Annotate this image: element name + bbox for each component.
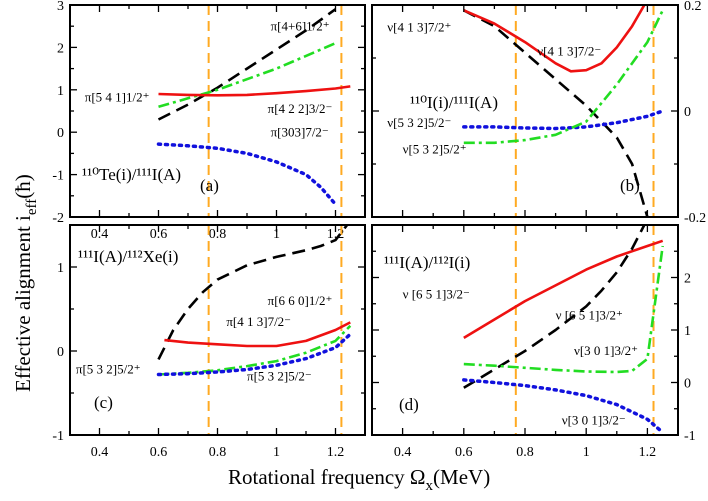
series-line: π[4+6]1/2⁺ [157, 8, 337, 121]
series-annotation: π[4 1 3]7/2⁻ [226, 314, 291, 329]
series-annotation: π[5 4 1]1/2⁺ [85, 90, 150, 105]
series-line: π[4 1 3]7/2⁻ [164, 321, 351, 348]
series-annotation: π[4+6]1/2⁺ [271, 18, 330, 33]
x-tick-label: 1.2 [327, 227, 345, 242]
y-tick-label: 0 [57, 345, 64, 360]
y-tick-label: 2 [57, 41, 64, 56]
x-tick-label: 1 [273, 445, 280, 460]
y-tick-label: -1 [52, 169, 64, 184]
x-tick-label: 0.6 [455, 445, 473, 460]
series-annotation: ν [6 5 1]3/2⁻ [403, 287, 470, 302]
series-line: π[6 6 0]1/2⁺ [157, 225, 349, 360]
series-group: π[6 6 0]1/2⁺ π[4 1 3]7/2⁻π[5 3 2]5/2⁺π[5 … [156, 225, 353, 377]
series-annotation: ν[4 1 3]7/2⁻ [537, 43, 601, 58]
y-tick-label: -1 [684, 429, 696, 444]
panel-b: ν[4 1 3]7/2⁺ν[4 1 3]7/2⁻ν[5 3 2]5/2⁻ν[5 … [371, 0, 706, 226]
x-tick-label: 0.8 [209, 445, 227, 460]
series-annotation: π[5 3 2]5/2⁺ [76, 362, 141, 377]
series-line: π[5 4 1]1/2⁺ [158, 42, 337, 109]
series-annotation: π[5 3 2]5/2⁻ [247, 368, 312, 383]
x-tick-label: 0.4 [91, 445, 109, 460]
y-tick-label: 0 [684, 105, 691, 120]
series-line: π[5 3 2]5/2⁺ [158, 324, 352, 376]
x-tick-label: 1.2 [327, 445, 345, 460]
y-tick-label: -0.2 [684, 211, 706, 226]
x-tick-label: 0.4 [394, 445, 412, 460]
x-tick-label: 0.4 [91, 227, 109, 242]
y-tick-label: 1 [57, 84, 64, 99]
x-tick-label: 1.2 [639, 445, 657, 460]
svg-text:Rotational frequency Ωx(MeV): Rotational frequency Ωx(MeV) [228, 465, 490, 494]
nucleus-label: ¹¹¹I(A)/¹¹²I(i) [384, 253, 470, 272]
series-annotation: ν[4 1 3]7/2⁺ [387, 20, 451, 35]
x-tick-label: 0.6 [150, 227, 168, 242]
series-annotation: π[303]7/2⁻ [271, 124, 329, 139]
panel-a: π[4+6]1/2⁺π[5 4 1]1/2⁺π[4 2 2]3/2⁻π[303]… [52, 0, 366, 242]
series-line: ν[5 3 2]5/2⁻ [462, 109, 665, 131]
series-group: π[4+6]1/2⁺ π[5 4 1]1/2⁺π[4 2 2]3/2⁻ π[303]… [156, 8, 351, 207]
panel-label: (d) [399, 395, 419, 414]
y-tick-label: 3 [57, 0, 64, 14]
series-line: π[303]7/2⁻ [156, 142, 338, 207]
x-tick-label: 1 [583, 445, 590, 460]
series-line: ν[4 1 3]7/2⁺ [463, 9, 649, 217]
series-annotation: ν [6 5 1]3/2⁺ [556, 308, 623, 323]
x-tick-label: 0.8 [209, 227, 227, 242]
x-tick-label: 0.8 [516, 445, 534, 460]
panel-d: ν[6 5 1]3/2⁻ν[6 5 1]3/2⁺ν[3 0 1]3/2⁺ ν[3 … [371, 224, 696, 460]
series-line: π[4 2 2]3/2⁻ [158, 85, 351, 97]
panel-label: (b) [620, 176, 640, 195]
nucleus-label: ¹¹⁰Te(i)/¹¹¹I(A) [82, 165, 181, 184]
nucleus-label: ¹¹⁰I(i)/¹¹¹I(A) [410, 93, 498, 112]
y-tick-label: 1 [57, 261, 64, 276]
series-line: ν[6 5 1]3/2⁻ [463, 239, 664, 340]
series-line: π[5 3 2]5/2⁻ [156, 332, 353, 377]
series-line: ν[6 5 1]3/2⁺ [463, 225, 646, 389]
y-tick-label: 2 [684, 272, 691, 287]
x-axis-title: Rotational frequency Ωx(MeV) [228, 465, 490, 494]
panel-label: (a) [200, 176, 219, 195]
y-tick-label: 0 [684, 377, 691, 392]
y-tick-label: -1 [52, 429, 64, 444]
series-annotation: π[4 2 2]3/2⁻ [268, 101, 333, 116]
nucleus-label: ¹¹¹I(A)/¹¹²Xe(i) [78, 247, 178, 266]
x-tick-label: 0.6 [150, 445, 168, 460]
y-tick-label: -2 [52, 211, 64, 226]
series-line: ν[5 3 2]5/2⁺ [463, 9, 664, 145]
series-group: ν[6 5 1]3/2⁻ν[6 5 1]3/2⁺ν[3 0 1]3/2⁺ ν[3 … [462, 225, 665, 435]
panel-label: (c) [94, 393, 113, 412]
series-line: ν[3 0 1]3/2⁻ [462, 378, 665, 435]
svg-text:Effective alignment ieff(ħ): Effective alignment ieff(ħ) [11, 174, 40, 392]
series-group: ν[4 1 3]7/2⁺ν[4 1 3]7/2⁻ ν[5 3 2]5/2⁻ν[5 … [462, 5, 665, 217]
series-annotation: ν[3 0 1]3/2⁻ [562, 413, 626, 428]
y-tick-label: 0.2 [684, 0, 702, 14]
y-tick-label: 0 [57, 126, 64, 141]
series-annotation: ν[3 0 1]3/2⁺ [574, 343, 638, 358]
series-line: ν[3 0 1]3/2⁺ [463, 245, 664, 374]
series-line: ν[4 1 3]7/2⁻ [463, 5, 646, 73]
y-tick-label: 1 [684, 324, 691, 339]
panel-c: π[6 6 0]1/2⁺π[4 1 3]7/2⁻π[5 3 2]5/2⁺π[5 … [52, 224, 366, 460]
x-tick-label: 1 [273, 227, 280, 242]
series-annotation: ν[5 3 2]5/2⁺ [403, 141, 467, 156]
series-annotation: ν[5 3 2]5/2⁻ [387, 115, 451, 130]
y-axis-title: Effective alignment ieff(ħ) [11, 174, 40, 392]
series-annotation: π[6 6 0]1/2⁺ [268, 293, 333, 308]
